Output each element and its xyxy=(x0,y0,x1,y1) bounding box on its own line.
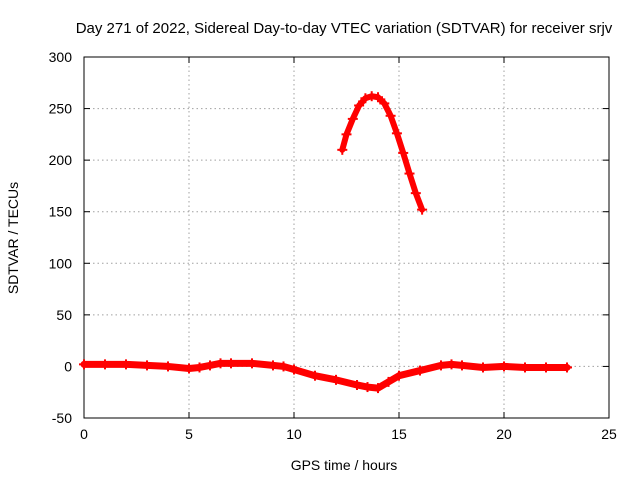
data-point-arc xyxy=(385,110,396,121)
data-point-arc xyxy=(404,168,415,179)
x-tick-label: 10 xyxy=(286,426,302,442)
data-point-baseline xyxy=(446,359,457,370)
data-point-baseline xyxy=(499,361,509,372)
data-point-baseline xyxy=(436,360,446,371)
plot-frame xyxy=(83,56,610,419)
data-point-arc xyxy=(398,147,409,158)
y-tick-label: 250 xyxy=(49,101,73,117)
data-point-arc xyxy=(379,98,390,109)
data-point-baseline xyxy=(184,363,194,374)
data-point-baseline xyxy=(352,379,362,390)
data-point-baseline xyxy=(310,370,320,381)
data-point-baseline xyxy=(121,359,131,370)
data-point-baseline xyxy=(289,364,299,375)
series-line-arc xyxy=(339,93,426,213)
y-tick-label: 0 xyxy=(64,358,72,374)
y-tick-label: 100 xyxy=(49,255,73,271)
series-layer xyxy=(79,91,572,394)
data-point-arc xyxy=(417,204,428,215)
data-point-baseline xyxy=(562,362,572,373)
data-point-baseline xyxy=(100,359,110,370)
y-tick-label: 50 xyxy=(56,307,72,323)
data-point-baseline xyxy=(383,376,394,387)
data-point-baseline xyxy=(215,358,226,369)
x-tick-label: 25 xyxy=(601,426,617,442)
x-tick-label: 15 xyxy=(391,426,407,442)
data-point-arc xyxy=(341,129,352,140)
data-point-baseline xyxy=(520,362,530,373)
grid-layer xyxy=(84,57,609,418)
y-tick-label: 300 xyxy=(49,49,73,65)
x-tick-label: 5 xyxy=(185,426,193,442)
chart-title: Day 271 of 2022, Sidereal Day-to-day VTE… xyxy=(76,20,613,37)
data-point-baseline xyxy=(194,362,205,373)
x-axis-label: GPS time / hours xyxy=(291,457,398,473)
data-point-arc xyxy=(354,100,365,111)
data-point-arc xyxy=(347,113,358,124)
data-point-baseline xyxy=(247,358,257,369)
y-tick-label: 150 xyxy=(49,204,73,220)
data-point-arc xyxy=(410,188,421,199)
y-tick-label: -50 xyxy=(52,410,72,426)
data-point-baseline xyxy=(478,362,488,373)
data-point-arc xyxy=(360,93,371,104)
data-point-baseline xyxy=(278,361,289,372)
y-tick-label: 200 xyxy=(49,152,73,168)
data-point-baseline xyxy=(457,360,467,371)
data-point-baseline xyxy=(362,382,373,393)
data-point-baseline xyxy=(142,360,152,371)
data-point-baseline xyxy=(373,383,383,394)
data-point-baseline xyxy=(541,362,551,373)
x-tick-label: 0 xyxy=(80,426,88,442)
data-point-baseline xyxy=(268,360,278,371)
data-point-baseline xyxy=(331,374,341,385)
data-point-baseline xyxy=(415,365,425,376)
y-axis-label: SDTVAR / TECUs xyxy=(5,182,21,294)
data-point-arc xyxy=(337,144,348,155)
data-point-arc xyxy=(391,128,402,139)
data-point-baseline xyxy=(226,358,236,369)
tick-layer: 0 5 10 15 20 25 -50 0 50 100 150 200 250 300 xyxy=(49,49,617,442)
data-point-baseline xyxy=(394,370,404,381)
data-point-baseline xyxy=(205,360,215,371)
x-tick-label: 20 xyxy=(496,426,512,442)
data-point-baseline xyxy=(79,359,89,370)
data-point-arc xyxy=(373,92,383,103)
data-point-arc xyxy=(366,91,377,102)
data-point-baseline xyxy=(163,361,173,372)
